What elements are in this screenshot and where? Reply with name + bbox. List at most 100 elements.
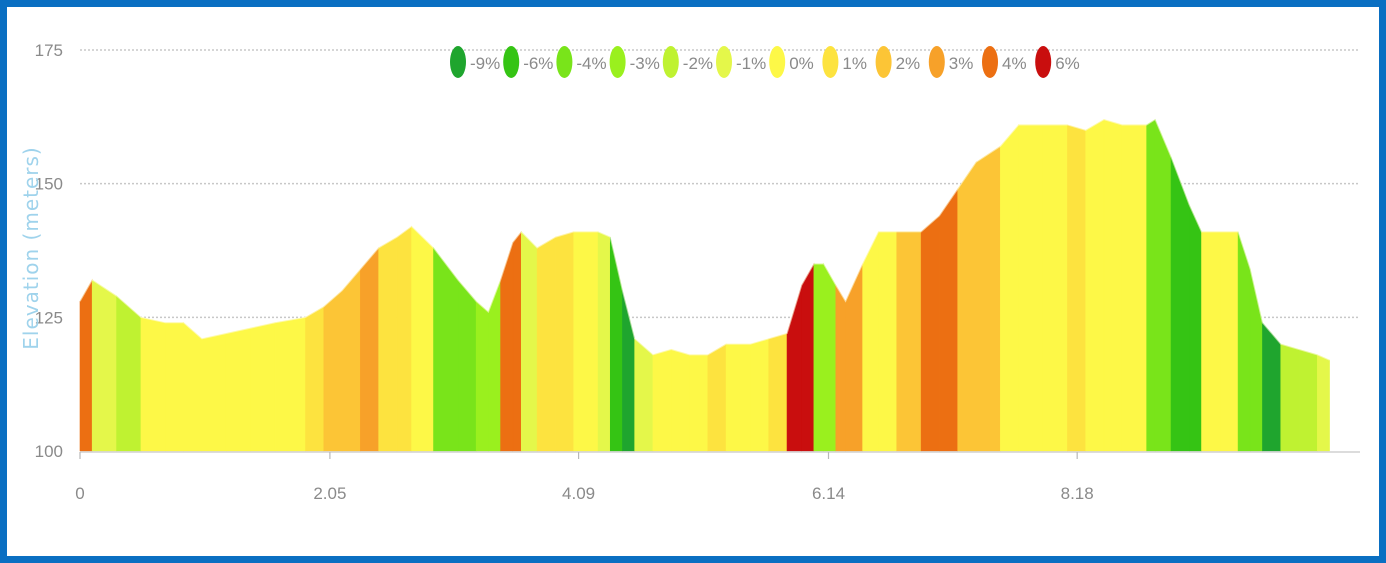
legend-item: 2%	[875, 46, 920, 78]
elevation-segment	[91, 279, 117, 452]
elevation-segment	[920, 215, 940, 452]
elevation-segment	[670, 349, 690, 452]
y-tick-label: 175	[35, 41, 63, 60]
elevation-segment	[165, 322, 184, 452]
elevation-segment	[116, 295, 142, 452]
legend-swatch	[822, 46, 839, 78]
elevation-segment	[1000, 124, 1019, 452]
legend-item: -4%	[556, 46, 607, 78]
elevation-segment	[1042, 124, 1068, 452]
x-tick-label: 4.09	[562, 484, 595, 503]
elevation-segment	[457, 279, 477, 452]
legend-label: 1%	[842, 54, 867, 73]
elevation-segment	[140, 316, 166, 452]
elevation-segment	[433, 246, 459, 452]
elevation-segment	[1103, 119, 1123, 452]
x-tick-label: 2.05	[313, 484, 346, 503]
elevation-segment	[652, 349, 672, 452]
elevation-segment	[396, 225, 412, 452]
legend-swatch	[503, 46, 520, 78]
elevation-segment	[939, 188, 959, 452]
legend-swatch	[662, 46, 679, 78]
elevation-segment	[1067, 124, 1087, 452]
elevation-segment	[536, 236, 556, 452]
elevation-segment	[1298, 349, 1318, 452]
legend-item: -1%	[716, 46, 766, 78]
legend-swatch	[1035, 46, 1052, 78]
legend-swatch	[450, 46, 466, 78]
x-axis: 0 2.05 4.09 6.14 8.18	[75, 451, 1360, 503]
elevation-segment	[1121, 124, 1147, 452]
legend-label: 6%	[1055, 54, 1080, 73]
elevation-segment	[845, 263, 863, 452]
y-tick-label: 150	[35, 175, 63, 194]
y-axis-label: Elevation (meters)	[19, 146, 43, 349]
legend-item: -6%	[503, 46, 553, 78]
elevation-segment	[725, 343, 751, 452]
elevation-segment	[823, 262, 837, 452]
elevation-segment	[1201, 231, 1221, 452]
elevation-segment	[305, 306, 325, 452]
elevation-segment	[707, 343, 727, 452]
elevation-segment	[520, 231, 538, 452]
elevation-segment	[1280, 343, 1300, 452]
legend-item: 3%	[928, 46, 974, 78]
y-axis: 100 125 150 175	[35, 41, 63, 461]
elevation-segment	[957, 161, 977, 452]
elevation-segment	[609, 237, 623, 452]
elevation-segment	[896, 231, 922, 452]
elevation-segment	[512, 230, 522, 452]
elevation-segment	[1018, 124, 1044, 452]
elevation-segment	[225, 327, 251, 452]
x-tick-label: 0	[75, 484, 84, 503]
legend-item: 6%	[1035, 46, 1080, 78]
legend: -9% -6% -4% -3% -2% -1% 0% 1% 2% 3% 4% 6%	[450, 46, 1080, 78]
elevation-segment	[1219, 231, 1239, 452]
x-tick-label: 8.18	[1061, 484, 1094, 503]
elevation-segment	[183, 322, 203, 452]
elevation-segment	[341, 268, 361, 452]
elevation-segment	[597, 231, 611, 452]
legend-swatch	[875, 46, 892, 78]
elevation-segment	[201, 333, 227, 452]
elevation-segment	[360, 247, 379, 452]
legend-label: 0%	[789, 54, 814, 73]
legend-item: 4%	[982, 46, 1027, 78]
legend-swatch	[556, 46, 573, 78]
x-tick-label: 6.14	[812, 484, 845, 503]
elevation-segment	[585, 231, 599, 452]
legend-item: 1%	[822, 46, 867, 78]
elevation-segment	[274, 316, 306, 452]
legend-label: -3%	[630, 54, 660, 73]
legend-swatch	[609, 46, 626, 78]
legend-swatch	[769, 46, 786, 78]
elevation-segment	[878, 231, 898, 452]
elevation-segment	[862, 231, 879, 452]
elevation-segment	[975, 145, 1001, 452]
legend-item: 0%	[769, 46, 814, 78]
elevation-segment	[1170, 156, 1190, 452]
elevation-segment	[1085, 118, 1105, 452]
legend-label: 4%	[1002, 54, 1027, 73]
elevation-segment	[1189, 204, 1202, 452]
elevation-segment	[813, 263, 824, 452]
elevation-segment	[634, 338, 654, 452]
elevation-segment	[801, 262, 815, 452]
elevation-segment	[1317, 354, 1330, 452]
elevation-profile	[79, 118, 1330, 452]
elevation-segment	[573, 231, 587, 452]
legend-label: 3%	[949, 54, 974, 73]
elevation-segment	[378, 236, 398, 452]
legend-swatch	[928, 46, 945, 78]
legend-label: -6%	[523, 54, 553, 73]
legend-label: -2%	[683, 54, 713, 73]
elevation-segment	[1262, 321, 1282, 452]
elevation-segment	[411, 225, 434, 452]
elevation-segment	[555, 231, 575, 452]
legend-item: -2%	[662, 46, 713, 78]
legend-item: -3%	[609, 46, 660, 78]
y-tick-label: 125	[35, 308, 63, 327]
elevation-segment	[750, 338, 770, 452]
elevation-segment	[835, 284, 846, 452]
